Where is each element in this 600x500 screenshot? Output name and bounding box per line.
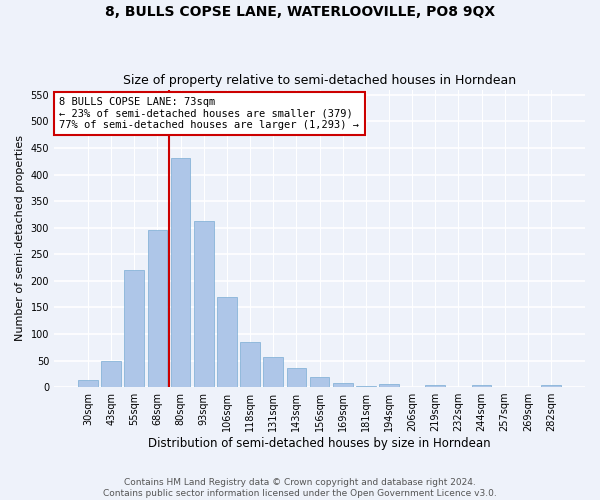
Bar xyxy=(541,385,561,387)
Bar xyxy=(287,368,306,387)
Text: 8 BULLS COPSE LANE: 73sqm
← 23% of semi-detached houses are smaller (379)
77% of: 8 BULLS COPSE LANE: 73sqm ← 23% of semi-… xyxy=(59,97,359,130)
Text: Contains HM Land Registry data © Crown copyright and database right 2024.
Contai: Contains HM Land Registry data © Crown c… xyxy=(103,478,497,498)
Bar xyxy=(333,384,353,387)
Bar xyxy=(148,230,167,387)
Bar xyxy=(356,386,376,387)
Bar xyxy=(310,377,329,387)
X-axis label: Distribution of semi-detached houses by size in Horndean: Distribution of semi-detached houses by … xyxy=(148,437,491,450)
Text: 8, BULLS COPSE LANE, WATERLOOVILLE, PO8 9QX: 8, BULLS COPSE LANE, WATERLOOVILLE, PO8 … xyxy=(105,5,495,19)
Bar xyxy=(263,357,283,387)
Y-axis label: Number of semi-detached properties: Number of semi-detached properties xyxy=(15,136,25,342)
Bar xyxy=(101,361,121,387)
Bar xyxy=(171,158,190,387)
Bar xyxy=(217,297,237,387)
Bar xyxy=(124,270,144,387)
Bar xyxy=(425,385,445,387)
Bar xyxy=(194,222,214,387)
Bar xyxy=(379,384,399,387)
Bar xyxy=(472,385,491,387)
Bar xyxy=(78,380,98,387)
Title: Size of property relative to semi-detached houses in Horndean: Size of property relative to semi-detach… xyxy=(123,74,516,87)
Bar xyxy=(240,342,260,387)
